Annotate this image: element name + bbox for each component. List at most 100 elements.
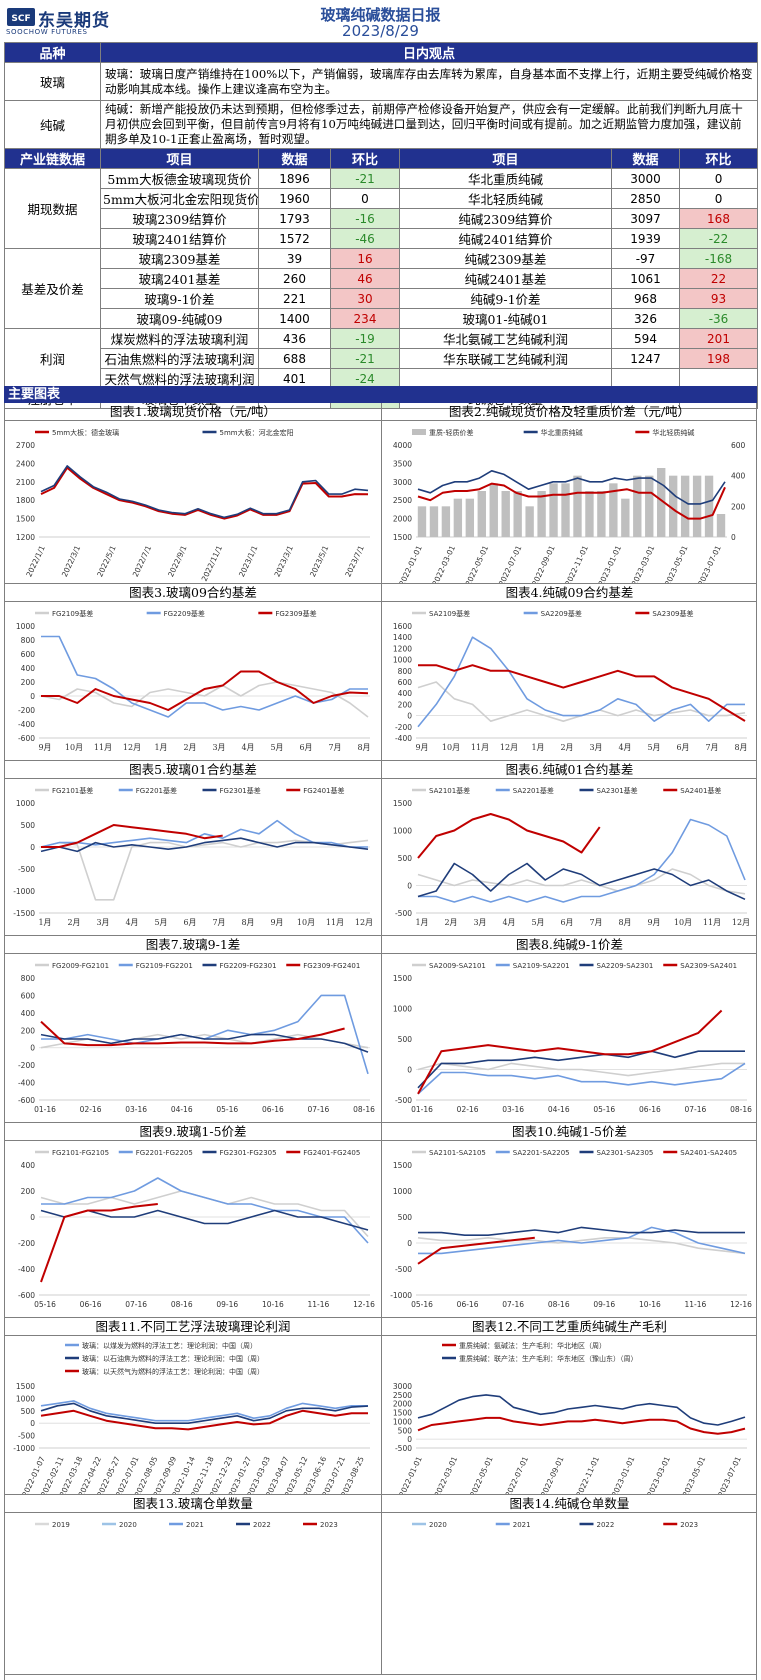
item-right: 纯碱9-1价差 xyxy=(399,288,612,309)
y-tick-label: 500 xyxy=(398,854,413,863)
chart-title: 图表3.玻璃09合约基差 xyxy=(5,584,381,602)
series-line xyxy=(41,670,369,711)
y-tick-label: -500 xyxy=(395,1265,412,1274)
legend-label: SA2309基差 xyxy=(652,609,693,618)
legend-label: 2019 xyxy=(52,1521,70,1529)
y-tick-label: -200 xyxy=(18,1239,35,1248)
data-left: 436 xyxy=(258,328,331,349)
legend-label: SA2309-SA2401 xyxy=(680,962,737,970)
legend-label: 2021 xyxy=(186,1521,204,1529)
soda-opinion: 纯碱：新增产能投放仍未达到预期，但检修季过去，前期停产检修设备开始复产，供应会有… xyxy=(99,100,759,149)
legend-label: SA2109-SA2201 xyxy=(513,962,570,970)
x-tick-label: 10月 xyxy=(65,743,83,752)
series-line xyxy=(41,1177,369,1244)
legend-label: FG2101-FG2105 xyxy=(52,1149,109,1157)
legend-label: 2022 xyxy=(597,1521,615,1529)
y-tick-label: 1500 xyxy=(393,1409,412,1418)
y-tick-label: 2700 xyxy=(16,441,35,450)
y-tick-label: 2400 xyxy=(16,459,35,468)
y-tick-label: 2500 xyxy=(393,1391,412,1400)
chart-title: 图表8.纯碱9-1价差 xyxy=(382,936,757,954)
x-tick-label: 11月 xyxy=(94,743,112,752)
series-line xyxy=(417,636,745,728)
chart-panel-c1: 图表1.玻璃现货价格（元/吨） 5mm大板：德金玻璃 5mm大板：河北金宏阳 2700… xyxy=(5,403,381,584)
y-tick-label: 800 xyxy=(398,667,413,676)
series-line xyxy=(418,1226,745,1236)
y-tick-label: 1000 xyxy=(16,1394,35,1403)
bar-spread xyxy=(429,506,439,537)
chg-right: 201 xyxy=(678,328,759,349)
legend-entry: 2023 xyxy=(663,1521,698,1529)
table-row: 玻璃2401结算价 1572 -46 纯碱2401结算价 1939 -22 xyxy=(5,228,759,249)
legend-label: 重质纯碱：氨碱法：生产毛利：华北地区（周） xyxy=(459,1341,606,1350)
series-line xyxy=(40,1033,369,1053)
item-left: 玻璃2401结算价 xyxy=(100,228,259,249)
bar-spread xyxy=(453,498,463,537)
legend-entry: FG2401基差 xyxy=(286,786,345,795)
x-tick-label: 2023-01-01 xyxy=(610,1455,637,1494)
y-tick-label: 1000 xyxy=(393,1187,412,1196)
chart-c8: SA2009-SA2101 SA2109-SA2201 SA2209-SA2301 S… xyxy=(393,962,752,1114)
logo-text-en: SOOCHOW FUTURES xyxy=(6,28,88,36)
chg-left: 0 xyxy=(330,188,400,209)
y-tick-label: 1500 xyxy=(16,1382,35,1391)
report-date: 2023/8/29 xyxy=(342,22,419,40)
x-tick-label: 2023-03-01 xyxy=(645,1455,672,1494)
x-tick-label: 2023-07-01 xyxy=(696,544,723,583)
y-tick-label: 500 xyxy=(21,1407,36,1416)
legend-label: FG2201-FG2205 xyxy=(136,1149,193,1157)
series-line xyxy=(417,813,601,859)
series-line xyxy=(40,681,369,718)
legend-entry: 华北重质纯碱 xyxy=(523,428,583,437)
legend-label: FG2309基差 xyxy=(275,609,316,618)
x-tick-label: 12月 xyxy=(123,743,141,752)
legend-label: FG2209基差 xyxy=(164,609,205,618)
x-tick-label: 10-16 xyxy=(262,1300,284,1309)
chg-right: -22 xyxy=(678,228,759,249)
y-tick-label: 1000 xyxy=(16,622,35,631)
legend-entry: 2020 xyxy=(102,1521,137,1529)
y-tick-label: 1500 xyxy=(393,1161,412,1170)
series-line xyxy=(40,1409,368,1431)
y-tick-label: 1000 xyxy=(393,656,412,665)
legend-label: SA2401基差 xyxy=(680,786,721,795)
bar-spread xyxy=(633,475,642,537)
legend-label: 2023 xyxy=(680,1521,698,1529)
x-tick-label: 4月 xyxy=(502,918,515,927)
legend-label: FG2301基差 xyxy=(220,786,261,795)
item-right: 纯碱2401基差 xyxy=(399,268,612,289)
chg-left: -21 xyxy=(330,348,400,369)
x-tick-label: 08-16 xyxy=(730,1105,752,1114)
legend-label: 重质纯碱：联产法：生产毛利：华东地区（豫山东）（周） xyxy=(459,1354,638,1363)
legend-label: FG2209-FG2301 xyxy=(220,962,277,970)
x-tick-label: 1月 xyxy=(415,918,428,927)
x-tick-label: 2022-07-01 xyxy=(504,1455,531,1494)
legend-entry: 重质纯碱：联产法：生产毛利：华东地区（豫山东）（周） xyxy=(442,1354,638,1363)
y-tick-label: 400 xyxy=(398,689,413,698)
chart-c11: 玻璃：以煤发为燃料的浮法工艺：理论利润：中国（周） 玻璃：以石油焦为燃料的浮法工艺… xyxy=(13,1341,370,1494)
chg-left: 16 xyxy=(330,248,400,269)
x-tick-label: 4月 xyxy=(241,743,254,752)
legend-entry: SA2301基差 xyxy=(579,786,638,795)
y-tick-label: -400 xyxy=(18,1265,35,1274)
y-tick-label: 500 xyxy=(398,1213,413,1222)
x-tick-label: 11-16 xyxy=(308,1300,330,1309)
soda-label: 纯碱 xyxy=(4,100,101,149)
series-line xyxy=(418,664,746,722)
item-left: 天然气燃料的浮法玻璃利润 xyxy=(100,368,259,389)
legend-entry: 重质-轻质价差 xyxy=(412,428,474,437)
x-tick-label: 2月 xyxy=(560,743,573,752)
legend-label: 玻璃：以石油焦为燃料的浮法工艺：理论利润：中国（周） xyxy=(82,1354,264,1363)
chart-panel-c2: 图表2.纯碱现货价格及轻重质价差（元/吨） 重质-轻质价差 华北重质纯碱 华北轻质纯碱… xyxy=(381,403,757,584)
data-right: 1061 xyxy=(611,268,680,289)
x-tick-label: 12月 xyxy=(500,743,518,752)
item-right: 纯碱2309基差 xyxy=(399,248,612,269)
y-tick-label: -1500 xyxy=(13,909,35,918)
y-tick-label: 400 xyxy=(21,1009,36,1018)
y-tick-label: -500 xyxy=(395,1444,412,1453)
data-left: 1400 xyxy=(258,308,331,329)
y2-tick-label: 0 xyxy=(731,533,736,542)
x-tick-label: 11月 xyxy=(703,918,721,927)
x-tick-label: 03-16 xyxy=(502,1105,524,1114)
chart-c7: FG2009-FG2101 FG2109-FG2201 FG2209-FG2301 F… xyxy=(18,962,375,1114)
